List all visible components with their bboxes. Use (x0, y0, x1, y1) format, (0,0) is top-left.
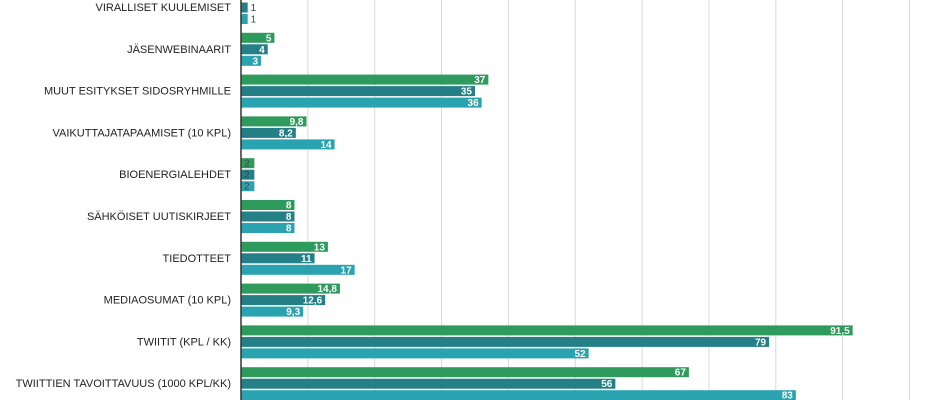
category-label: MUUT ESITYKSET SIDOSRYHMILLE (44, 86, 231, 98)
category-label: JÄSENWEBINAARIT (127, 44, 231, 56)
category-label: VAIKUTTAJATAPAAMISET (10 KPL) (53, 127, 232, 139)
data-label: 56 (601, 379, 613, 390)
bar (241, 32, 275, 43)
category-labels: VIRALLISET KUULEMISET JÄSENWEBINAARIT MUUT… (16, 2, 232, 390)
bar (241, 336, 770, 347)
data-label: 13 (314, 242, 326, 253)
data-label: 91,5 (830, 326, 850, 337)
data-label: 36 (468, 98, 480, 109)
data-label: 9,3 (286, 307, 300, 318)
bar (241, 253, 315, 264)
bar (241, 55, 262, 66)
bar (241, 295, 326, 306)
data-label: 9,8 (290, 117, 304, 128)
data-label: 4 (259, 45, 265, 56)
bar (241, 223, 295, 233)
bars: 115433735369,88,21422288813111714,812,69… (241, 2, 853, 400)
category-label: SÄHKÖISET UUTISKIRJEET (87, 211, 231, 223)
data-label: 11 (301, 254, 312, 265)
category-label: TIEDOTTEET (163, 253, 232, 265)
bar (241, 390, 796, 400)
data-label: 2 (244, 159, 250, 170)
data-label: 79 (755, 337, 767, 348)
data-label: 8,2 (279, 128, 293, 139)
data-label: 8 (286, 212, 292, 223)
bar (241, 127, 296, 138)
data-label: 8 (286, 201, 292, 212)
data-label: 3 (252, 56, 258, 67)
bar (241, 86, 475, 97)
data-label: 67 (675, 368, 687, 379)
data-label: 37 (474, 75, 486, 86)
bar (241, 348, 589, 359)
bar (241, 211, 295, 222)
bar (241, 116, 307, 127)
data-label: 35 (461, 87, 473, 98)
bar (241, 97, 482, 108)
bar (241, 306, 304, 317)
data-label: 5 (266, 33, 272, 44)
bar (241, 74, 489, 85)
bar (241, 139, 335, 150)
bar (241, 325, 853, 336)
data-label: 8 (286, 224, 292, 235)
bar (241, 241, 328, 252)
bar (241, 14, 248, 24)
category-label: BIOENERGIALEHDET (119, 169, 231, 181)
data-label: 1 (251, 15, 257, 26)
gridlines (307, 0, 910, 400)
bar (241, 264, 355, 275)
data-label: 17 (341, 265, 353, 276)
bar (241, 169, 255, 180)
data-label: 52 (574, 349, 586, 360)
bar (241, 181, 255, 192)
bar (241, 367, 689, 378)
category-label: TWIITIT (KPL / KK) (137, 336, 231, 348)
bar (241, 158, 255, 169)
category-label: MEDIAOSUMAT (10 KPL) (104, 295, 231, 307)
category-label: TWIITTIEN TAVOITTAVUUS (1000 KPL/KK) (16, 378, 231, 390)
data-label: 12,6 (303, 296, 323, 307)
bar (241, 283, 340, 294)
bar (241, 44, 268, 55)
data-label: 83 (782, 391, 794, 400)
bar (241, 378, 616, 389)
data-label: 2 (244, 170, 250, 181)
bar (241, 2, 248, 13)
data-label: 1 (251, 3, 257, 14)
data-label: 14,8 (317, 284, 337, 295)
bar (241, 200, 295, 210)
category-label: VIRALLISET KUULEMISET (95, 2, 231, 14)
data-label: 2 (244, 182, 250, 193)
data-label: 14 (320, 140, 332, 151)
